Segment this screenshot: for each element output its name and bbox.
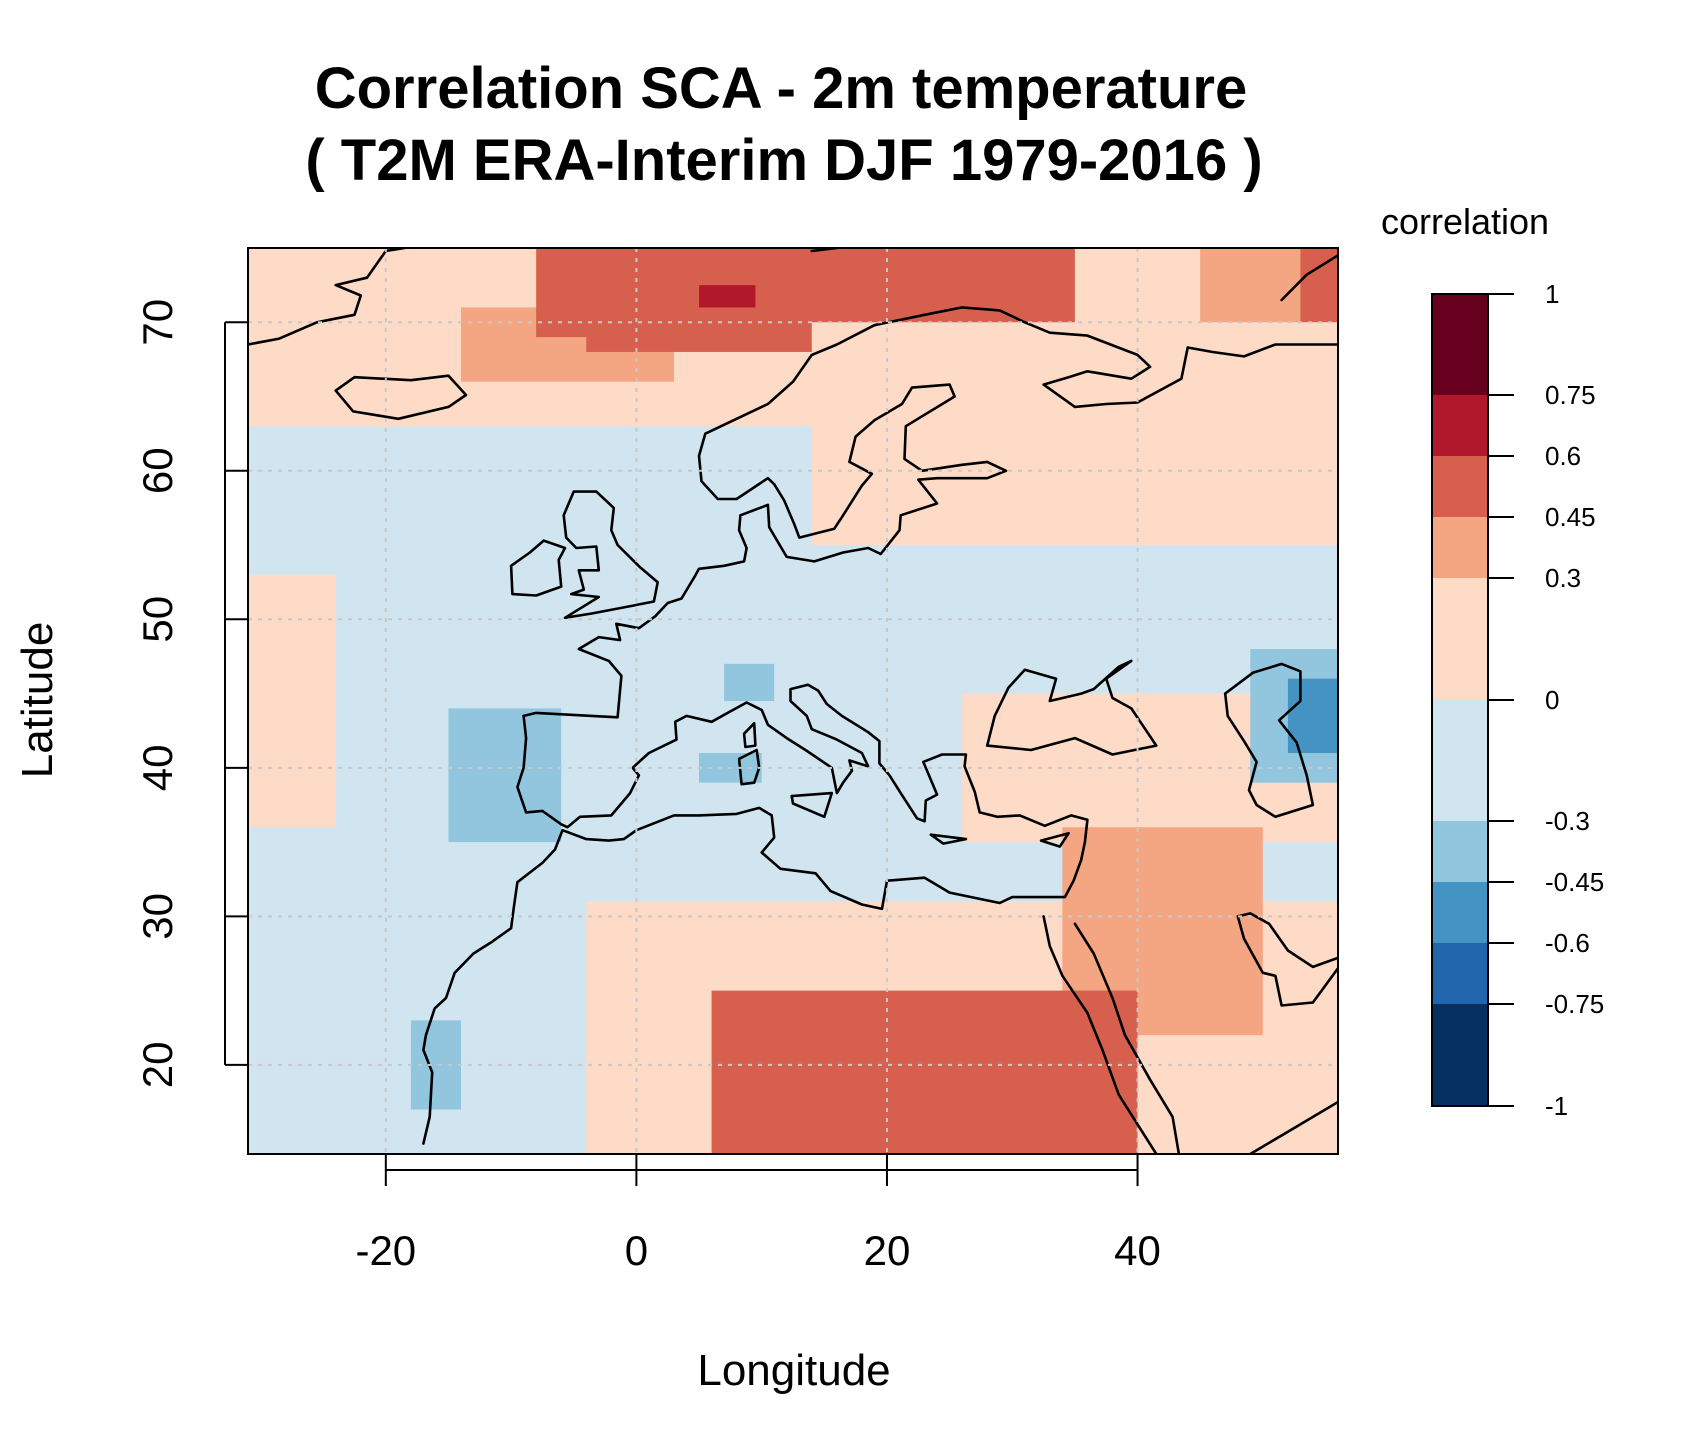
coastlines: [248, 248, 1338, 1213]
legend-swatch: [1432, 821, 1488, 882]
coastline-east-africa-coast: [1175, 1191, 1279, 1213]
coastline-cyprus: [1039, 831, 1070, 848]
y-tick-label: 60: [134, 447, 181, 494]
field-cell-iberia-atlantic-west-positive: [248, 574, 336, 828]
coastline-uk: [562, 490, 659, 620]
coastline-sicily: [790, 791, 834, 819]
coastline-persian-gulf: [1236, 912, 1338, 1007]
coastline-novaya-zemlya: [1280, 254, 1338, 302]
field-cell-max-cell: [699, 285, 756, 308]
legend-swatch: [1432, 578, 1488, 700]
legend-label: 0.3: [1545, 563, 1581, 593]
y-tick-label: 40: [134, 744, 181, 791]
legend-swatch: [1432, 294, 1488, 395]
coastline-red-sea: [1042, 915, 1158, 1154]
legend-swatch: [1432, 456, 1488, 517]
x-tick-label: 0: [625, 1227, 648, 1274]
plot-frame: [247, 247, 1339, 1155]
coastline-iberia-coast: [422, 683, 1089, 1145]
chart-title-line-1: Correlation SCA - 2m temperature: [315, 56, 1248, 121]
chart-title-line-2: ( T2M ERA-Interim DJF 1979-2016 ): [305, 128, 1262, 193]
color-legend: -1 -0.75 -0.6 -0.45 -0.3 0 0.3 0.45 0.6 0.75 1: [1431, 279, 1604, 1121]
legend-swatch: [1432, 1004, 1488, 1106]
legend-swatch: [1432, 943, 1488, 1004]
legend-label: 0.6: [1545, 441, 1581, 471]
coastline-corsica: [742, 722, 757, 749]
legend-label: 0.45: [1545, 502, 1596, 532]
field-cell-fennoscandia-positive: [811, 322, 1338, 546]
field-cell-alps-blue: [724, 663, 775, 701]
legend-label: -0.45: [1545, 867, 1604, 897]
x-tick-label: -20: [355, 1227, 416, 1274]
legend-swatch: [1432, 882, 1488, 943]
legend-label: 0.75: [1545, 380, 1596, 410]
grid-lines: [248, 248, 1338, 1154]
y-axis: 20 30 40 50 60 70: [134, 299, 248, 1088]
coastline-greenland: [248, 248, 406, 346]
x-tick-label: 40: [1114, 1227, 1161, 1274]
coastline-red-sea-east: [1073, 922, 1181, 1154]
y-tick-label: 70: [134, 299, 181, 346]
field-cell-africa-red: [711, 990, 1138, 1154]
coastline-caspian: [1223, 662, 1315, 819]
x-axis-title: Longitude: [697, 1346, 890, 1395]
coastline-crete: [929, 833, 968, 845]
legend-label: -1: [1545, 1091, 1568, 1121]
coastline-horn: [1249, 1100, 1338, 1154]
coastline-sardinia: [737, 748, 761, 786]
coastline-black-sea: [985, 659, 1158, 756]
legend-swatch: [1432, 395, 1488, 456]
coastline-ireland: [509, 539, 567, 597]
legend-label: -0.3: [1545, 806, 1590, 836]
y-tick-label: 20: [134, 1042, 181, 1089]
y-axis-title: Latitude: [13, 622, 62, 779]
coastline-france-uk-north: [522, 306, 1338, 719]
legend-label: -0.75: [1545, 989, 1604, 1019]
correlation-field: [248, 248, 1338, 1154]
legend-label: 0: [1545, 685, 1559, 715]
y-tick-label: 50: [134, 596, 181, 643]
y-tick-label: 30: [134, 893, 181, 940]
legend-label: 1: [1545, 279, 1559, 309]
x-tick-label: 20: [864, 1227, 911, 1274]
legend-label: -0.6: [1545, 928, 1590, 958]
legend-swatch: [1432, 700, 1488, 821]
coastline-iceland: [334, 374, 468, 421]
legend-swatch: [1432, 517, 1488, 578]
legend-title: correlation: [1381, 201, 1549, 242]
field-cell-iberia-west-blue: [448, 708, 562, 843]
x-axis: -20 0 20 40: [355, 1154, 1161, 1274]
